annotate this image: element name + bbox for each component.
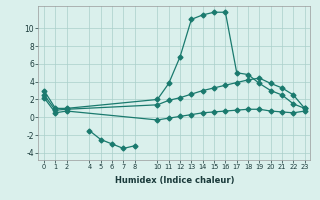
- X-axis label: Humidex (Indice chaleur): Humidex (Indice chaleur): [115, 176, 234, 185]
